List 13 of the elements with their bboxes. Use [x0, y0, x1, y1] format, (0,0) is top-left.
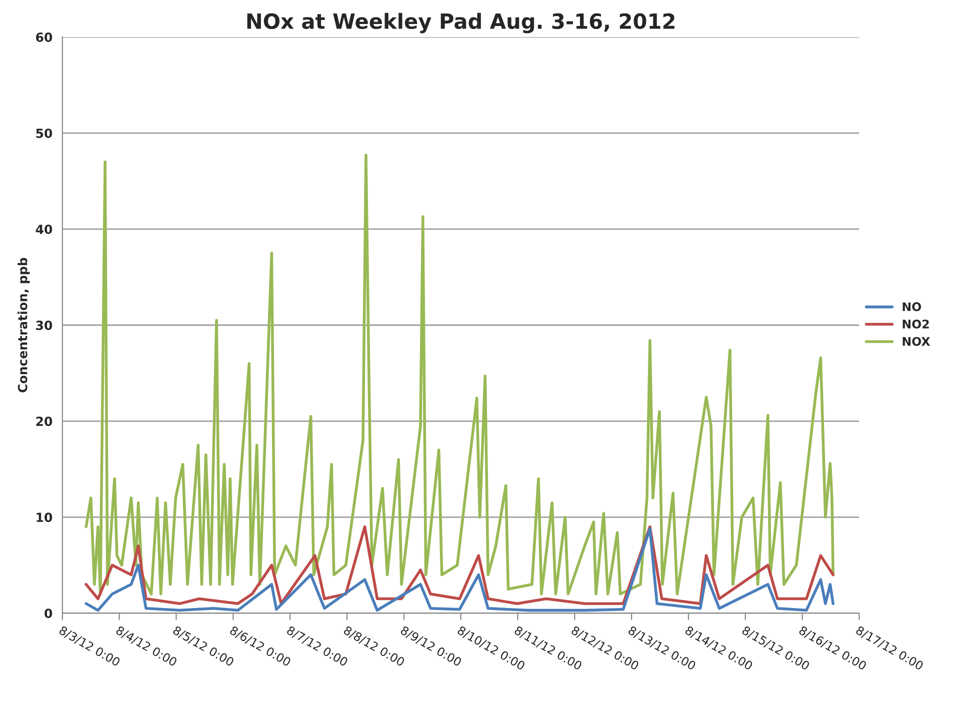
chart-title: NOx at Weekley Pad Aug. 3-16, 2012 — [247, 12, 674, 34]
y-tick-label: 40 — [36, 224, 52, 234]
y-tick-label: 10 — [36, 512, 52, 522]
y-tick-label: 60 — [36, 32, 52, 42]
legend-label: NO2 — [902, 320, 929, 329]
y-axis-title: Concentration, ppb — [18, 258, 30, 392]
legend-label: NO — [902, 302, 922, 312]
legend-label: NOX — [902, 336, 930, 346]
y-tick-label: 30 — [36, 320, 52, 330]
y-tick-label: 0 — [44, 608, 52, 618]
y-tick-label: 20 — [36, 416, 52, 426]
y-tick-label: 50 — [36, 128, 52, 138]
line-series — [84, 154, 835, 596]
